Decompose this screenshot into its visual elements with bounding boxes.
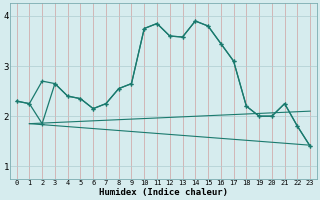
- X-axis label: Humidex (Indice chaleur): Humidex (Indice chaleur): [99, 188, 228, 197]
